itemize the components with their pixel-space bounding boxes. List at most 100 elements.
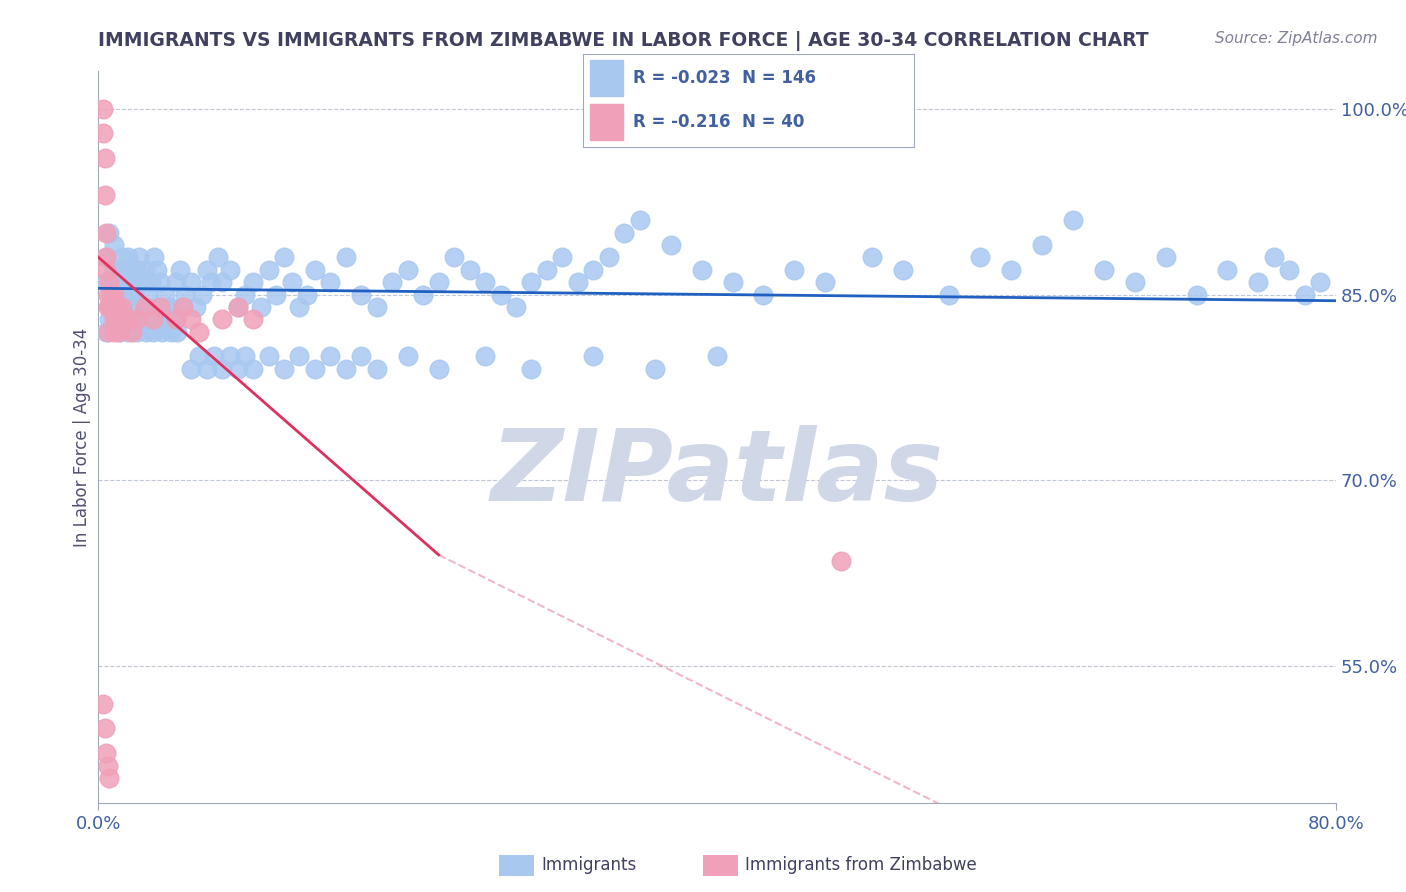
Text: ZIPatlas: ZIPatlas — [491, 425, 943, 522]
Point — [134, 262, 156, 277]
Point — [211, 362, 233, 376]
Point — [131, 275, 153, 289]
Point — [458, 262, 481, 277]
Point — [103, 312, 125, 326]
Point — [598, 250, 620, 264]
Point — [91, 102, 114, 116]
Point — [721, 275, 744, 289]
Text: R = -0.216  N = 40: R = -0.216 N = 40 — [633, 113, 804, 131]
Point — [505, 300, 527, 314]
Point — [146, 262, 169, 277]
Point — [165, 312, 187, 326]
Point — [706, 350, 728, 364]
Point — [105, 300, 128, 314]
Point — [180, 312, 202, 326]
Point — [98, 226, 121, 240]
Point — [1309, 275, 1331, 289]
Point — [752, 287, 775, 301]
Point — [107, 287, 129, 301]
Point — [120, 262, 142, 277]
Point — [427, 275, 450, 289]
Point — [115, 275, 138, 289]
Point — [242, 275, 264, 289]
Point — [98, 771, 121, 785]
Point — [235, 350, 257, 364]
Point — [257, 350, 280, 364]
Point — [98, 312, 121, 326]
Point — [659, 238, 682, 252]
Point — [96, 250, 118, 264]
Point — [474, 275, 496, 289]
Point — [153, 287, 176, 301]
Point — [97, 287, 120, 301]
Point — [427, 362, 450, 376]
Point — [105, 312, 128, 326]
Point — [105, 275, 128, 289]
Point — [101, 300, 124, 314]
Point — [163, 312, 186, 326]
Point — [127, 325, 149, 339]
Point — [98, 300, 121, 314]
Point — [93, 151, 115, 165]
Point — [173, 300, 195, 314]
Point — [180, 275, 202, 289]
Point — [1263, 250, 1285, 264]
Point — [319, 350, 342, 364]
Point — [138, 312, 160, 326]
Point — [219, 350, 242, 364]
Point — [121, 275, 143, 289]
Point — [142, 325, 165, 339]
Bar — [591, 60, 623, 95]
Point — [118, 312, 141, 326]
Point — [1031, 238, 1053, 252]
Point — [396, 350, 419, 364]
Point — [350, 350, 373, 364]
Point — [520, 275, 543, 289]
Point — [169, 262, 191, 277]
Point — [204, 350, 226, 364]
Point — [200, 275, 222, 289]
Point — [103, 238, 125, 252]
Point — [567, 275, 589, 289]
Point — [257, 262, 280, 277]
Point — [153, 312, 176, 326]
Point — [814, 275, 837, 289]
Point — [412, 287, 434, 301]
Point — [120, 312, 142, 326]
Point — [97, 325, 120, 339]
Point — [142, 312, 165, 326]
Point — [242, 362, 264, 376]
Point — [180, 362, 202, 376]
Point — [160, 325, 183, 339]
Text: Immigrants from Zimbabwe: Immigrants from Zimbabwe — [745, 856, 977, 874]
Point — [93, 722, 115, 736]
Point — [129, 312, 152, 326]
Point — [582, 350, 605, 364]
Point — [551, 250, 574, 264]
Point — [1123, 275, 1146, 289]
Point — [93, 188, 115, 202]
Point — [159, 300, 181, 314]
Point — [132, 300, 155, 314]
Point — [319, 275, 342, 289]
Point — [139, 275, 162, 289]
Point — [100, 287, 122, 301]
Point — [366, 300, 388, 314]
Text: Source: ZipAtlas.com: Source: ZipAtlas.com — [1215, 31, 1378, 46]
Point — [266, 287, 288, 301]
Point — [211, 312, 233, 326]
Point — [938, 287, 960, 301]
Point — [297, 287, 319, 301]
Point — [91, 126, 114, 140]
Point — [628, 213, 651, 227]
Point — [128, 250, 150, 264]
Point — [250, 300, 273, 314]
Point — [150, 325, 173, 339]
Point — [335, 362, 357, 376]
Point — [184, 300, 207, 314]
Point — [191, 287, 214, 301]
Point — [174, 287, 197, 301]
Point — [830, 554, 852, 568]
Point — [104, 312, 127, 326]
Point — [103, 325, 125, 339]
